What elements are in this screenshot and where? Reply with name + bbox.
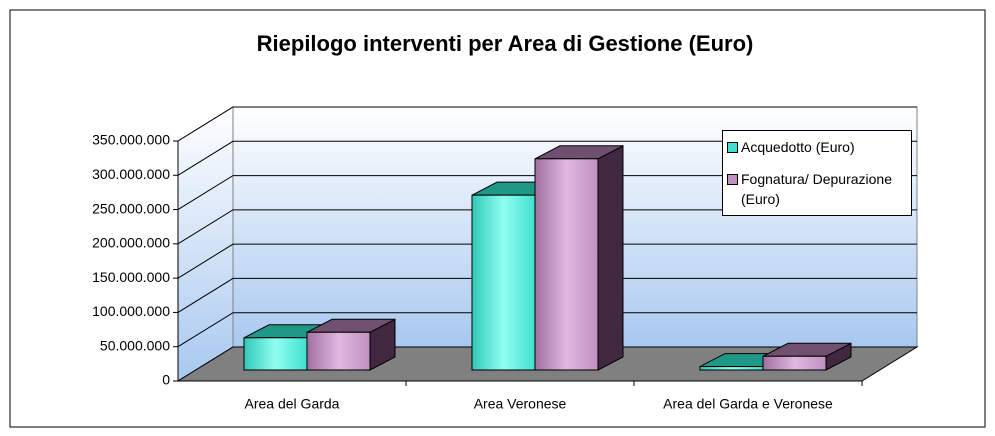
y-tick-label: 100.000.000 (92, 303, 170, 319)
legend-label: Fognatura/ Depurazione (Euro) (741, 171, 892, 207)
bar-front (534, 158, 599, 371)
x-tick-label: Area del Garda (245, 396, 340, 412)
grid-line (177, 175, 917, 210)
x-tick-label: Area Veronese (474, 396, 567, 412)
bar-front (762, 355, 827, 371)
side-wall (177, 106, 234, 382)
y-tick-label: 200.000.000 (92, 235, 170, 251)
legend-item: Acquedotto (Euro) (727, 137, 907, 157)
legend-swatch (727, 174, 738, 185)
y-tick-label: 0 (162, 372, 170, 388)
chart-title: Riepilogo interventi per Area di Gestion… (257, 31, 754, 56)
grid-line (177, 209, 917, 245)
y-tick-label: 50.000.000 (100, 337, 170, 353)
legend-label: Acquedotto (Euro) (741, 139, 855, 155)
bar-front (471, 194, 536, 371)
bar-side (597, 144, 624, 371)
grid-line (177, 243, 917, 279)
bar (762, 342, 852, 371)
grid-line (177, 140, 917, 176)
bar (534, 144, 624, 371)
legend-swatch (727, 142, 738, 153)
x-tick-label: Area del Garda e Veronese (663, 396, 833, 412)
bar-front (243, 337, 308, 371)
grid-line (177, 277, 917, 313)
y-tick-label: 300.000.000 (92, 166, 170, 182)
y-tick-label: 350.000.000 (92, 132, 170, 148)
legend-item: Fognatura/ Depurazione (Euro) (727, 169, 907, 209)
legend: Acquedotto (Euro) Fognatura/ Depurazione … (722, 130, 912, 216)
y-tick-label: 150.000.000 (92, 269, 170, 285)
bar (306, 318, 396, 371)
y-tick-label: 250.000.000 (92, 200, 170, 216)
grid-line (177, 106, 917, 142)
grid-line (177, 312, 917, 348)
bar-front (306, 331, 371, 371)
bar-front (699, 366, 764, 371)
